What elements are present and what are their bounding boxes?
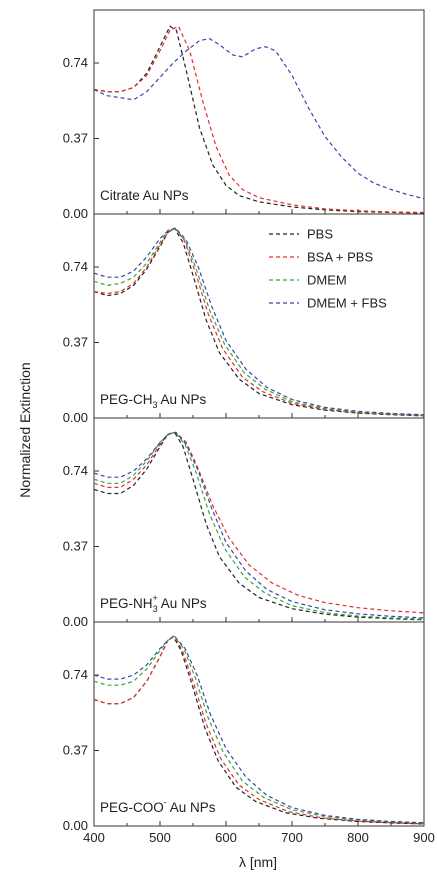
plot-frame [93, 417, 425, 623]
series-line-dmem [93, 635, 425, 824]
series-line-dmem-fbs [93, 431, 425, 619]
panel-label: Citrate Au NPs [100, 188, 189, 203]
y-tick-label: 0.74 [63, 55, 88, 70]
panel-label-main: PEG-CH [100, 392, 153, 407]
panel-4: 0.00 0.37 0.74 400 500 600 700 800 900 PEG-COO- A… [63, 621, 435, 845]
panel-label-main: PEG-COO [100, 800, 164, 815]
legend-label-dmem: DMEM [307, 273, 347, 288]
y-axis-title: Normalized Extinction [17, 362, 33, 497]
x-tick-label: 800 [347, 830, 369, 845]
panel-label-sup: - [164, 797, 167, 807]
plot-frame [93, 9, 425, 215]
series-line-dmem [93, 227, 425, 416]
series-line-pbs [93, 635, 425, 825]
y-tick-label: 0.00 [63, 818, 88, 833]
y-tick-label: 0.74 [63, 463, 88, 478]
x-tick-label: 400 [83, 830, 105, 845]
y-tick-label: 0.74 [63, 259, 88, 274]
y-tick-label: 0.37 [63, 539, 88, 554]
series-line-bsa-pbs [93, 227, 425, 416]
panel-label: PEG-CH3 Au NPs [100, 392, 207, 410]
series-line-dmem [93, 431, 425, 620]
series-line-bsa-pbs [93, 431, 425, 614]
y-tick-label: 0.00 [63, 410, 88, 425]
plot-frame [93, 621, 425, 827]
x-tick-label: 900 [413, 830, 435, 845]
plot-frame [93, 213, 425, 419]
y-tick-label: 0.37 [63, 335, 88, 350]
panel-3: 0.00 0.37 0.74 PEG-NH+ 3 Au NPs [63, 417, 425, 629]
series-line-pbs [93, 25, 425, 214]
legend-label-pbs: PBS [307, 227, 333, 242]
x-tick-label: 600 [215, 830, 237, 845]
legend-label-dmem-fbs: DMEM + FBS [307, 296, 387, 311]
panel-label-after: Au NPs [158, 392, 207, 407]
panels-group: 0.00 0.37 0.74 Citrate Au NPs 0.00 0.37 0.74 PE… [63, 9, 435, 845]
series-line-bsa-pbs [93, 635, 425, 825]
panel-label-main: PEG-NH [100, 596, 153, 611]
panel-label-sub: 3 [153, 400, 158, 410]
x-tick-label: 500 [149, 830, 171, 845]
y-tick-label: 0.00 [63, 206, 88, 221]
panel-label-sub: 3 [153, 604, 158, 614]
series-line-dmem-fbs [93, 227, 425, 416]
y-tick-label: 0.37 [63, 743, 88, 758]
panel-2: 0.00 0.37 0.74 PEG-CH3 Au NPs PBS BSA + PBS DM… [63, 213, 425, 425]
series-line-dmem-fbs [93, 38, 425, 200]
panel-1: 0.00 0.37 0.74 Citrate Au NPs [63, 9, 425, 221]
series-line-pbs [93, 227, 425, 417]
y-tick-label: 0.37 [63, 131, 88, 146]
y-tick-label: 0.00 [63, 614, 88, 629]
panel-label-after: Au NPs [167, 800, 216, 815]
series-line-dmem-fbs [93, 635, 425, 824]
y-tick-label: 0.74 [63, 667, 88, 682]
panel-label-sup: + [153, 593, 158, 603]
panel-label-after: Au NPs [158, 596, 207, 611]
series-line-bsa-pbs [93, 25, 425, 213]
legend-label-bsa-pbs: BSA + PBS [307, 250, 373, 265]
panel-label: PEG-COO- Au NPs [100, 797, 216, 815]
legend: PBS BSA + PBS DMEM DMEM + FBS [269, 227, 387, 311]
series-line-pbs [93, 431, 425, 621]
panel-label-main: Citrate Au NPs [100, 188, 189, 203]
panel-label: PEG-NH+ 3 Au NPs [100, 593, 207, 614]
x-axis-title: λ [nm] [239, 854, 277, 870]
x-tick-label: 700 [281, 830, 303, 845]
